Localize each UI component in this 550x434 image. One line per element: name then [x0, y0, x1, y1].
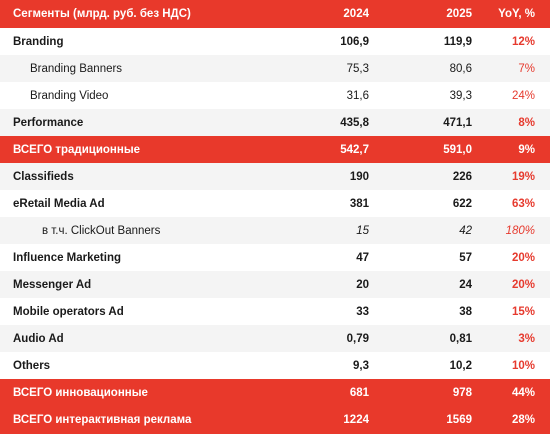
header-segment: Сегменты (млрд. руб. без НДС) — [13, 8, 191, 20]
segment-name-cell: Influence Marketing — [13, 251, 121, 264]
header-2024: 2024 — [343, 8, 369, 20]
yoy-cell: 8% — [518, 116, 535, 129]
yoy-cell: 24% — [511, 89, 535, 102]
segment-name-cell: Classifieds — [13, 170, 74, 183]
value-2024-cell: 435,8 — [340, 116, 369, 129]
yoy-cell: 9% — [518, 143, 535, 156]
value-2025-cell: 226 — [452, 170, 472, 183]
value-2024-cell: 9,3 — [353, 359, 369, 372]
value-2025-cell: 1569 — [446, 414, 472, 426]
segment-name-cell: Performance — [13, 116, 84, 129]
yoy-cell: 15% — [511, 305, 535, 318]
yoy-cell: 63% — [511, 197, 535, 210]
yoy-cell: 20% — [511, 251, 535, 264]
table-header-row: Сегменты (млрд. руб. без НДС) 2024 2025 … — [0, 0, 550, 28]
value-2025-cell: 0,81 — [449, 332, 472, 345]
segment-name-cell: eRetail Media Ad — [13, 197, 105, 210]
segment-name-cell: Branding — [13, 35, 64, 48]
value-2025-cell: 39,3 — [449, 89, 472, 102]
yoy-cell: 10% — [511, 359, 535, 372]
segment-name-cell: Branding Video — [30, 89, 109, 102]
value-2025-cell: 38 — [459, 305, 472, 318]
value-2025-cell: 57 — [459, 251, 472, 264]
segment-name-cell: в т.ч. ClickOut Banners — [42, 224, 161, 237]
yoy-cell: 180% — [505, 224, 535, 237]
value-2025-cell: 622 — [452, 197, 472, 210]
value-2024-cell: 0,79 — [346, 332, 369, 345]
value-2024-cell: 106,9 — [340, 35, 369, 48]
value-2024-cell: 1224 — [343, 414, 369, 426]
segment-name-cell: Branding Banners — [30, 62, 123, 75]
table-row: Messenger Ad 20 24 20% — [0, 271, 550, 298]
value-2024-cell: 381 — [349, 197, 369, 210]
value-2025-cell: 10,2 — [449, 359, 472, 372]
value-2024-cell: 31,6 — [346, 89, 369, 102]
header-yoy: YoY, % — [498, 8, 535, 20]
yoy-cell: 28% — [511, 414, 535, 426]
segment-name-cell: Audio Ad — [13, 332, 64, 345]
segment-name-cell: ВСЕГО традиционные — [13, 143, 141, 156]
value-2024-cell: 15 — [356, 224, 369, 237]
table-row: Audio Ad 0,79 0,81 3% — [0, 325, 550, 352]
value-2024-cell: 542,7 — [340, 143, 369, 156]
value-2024-cell: 75,3 — [346, 62, 369, 75]
segment-name-cell: ВСЕГО интерактивная реклама — [13, 414, 192, 426]
total-row: ВСЕГО инновационные 681 978 44% — [0, 379, 550, 406]
table-row: eRetail Media Ad 381 622 63% — [0, 190, 550, 217]
table-row: Branding Banners 75,3 80,6 7% — [0, 55, 550, 82]
header-2025: 2025 — [446, 8, 472, 20]
table-row: Branding 106,9 119,9 12% — [0, 28, 550, 55]
table-row: Branding Video 31,6 39,3 24% — [0, 82, 550, 109]
value-2025-cell: 119,9 — [443, 35, 472, 48]
value-2025-cell: 471,1 — [443, 116, 472, 129]
value-2024-cell: 20 — [356, 278, 369, 291]
segment-name-cell: Others — [13, 359, 51, 372]
segment-name-cell: ВСЕГО инновационные — [13, 386, 148, 399]
table-row: Others 9,3 10,2 10% — [0, 352, 550, 379]
segment-name-cell: Messenger Ad — [13, 278, 92, 291]
value-2024-cell: 681 — [349, 386, 369, 399]
yoy-cell: 44% — [511, 386, 535, 399]
value-2025-cell: 42 — [459, 224, 472, 237]
value-2025-cell: 591,0 — [443, 143, 472, 156]
yoy-cell: 20% — [511, 278, 535, 291]
table-row: в т.ч. ClickOut Banners 15 42 180% — [0, 217, 550, 244]
table-row: Classifieds 190 226 19% — [0, 163, 550, 190]
table-row: Influence Marketing 47 57 20% — [0, 244, 550, 271]
value-2024-cell: 33 — [356, 305, 369, 318]
value-2025-cell: 24 — [459, 278, 472, 291]
segment-name-cell: Mobile operators Ad — [13, 305, 124, 318]
value-2024-cell: 190 — [349, 170, 369, 183]
value-2025-cell: 978 — [452, 386, 472, 399]
yoy-cell: 3% — [518, 332, 535, 345]
value-2024-cell: 47 — [356, 251, 369, 264]
table-row: Mobile operators Ad 33 38 15% — [0, 298, 550, 325]
yoy-cell: 7% — [518, 62, 535, 75]
yoy-cell: 12% — [511, 35, 535, 48]
yoy-cell: 19% — [511, 170, 535, 183]
table-row: Performance 435,8 471,1 8% — [0, 109, 550, 136]
total-row: ВСЕГО традиционные 542,7 591,0 9% — [0, 136, 550, 163]
value-2025-cell: 80,6 — [449, 62, 472, 75]
total-row: ВСЕГО интерактивная реклама 1224 1569 28% — [0, 406, 550, 434]
